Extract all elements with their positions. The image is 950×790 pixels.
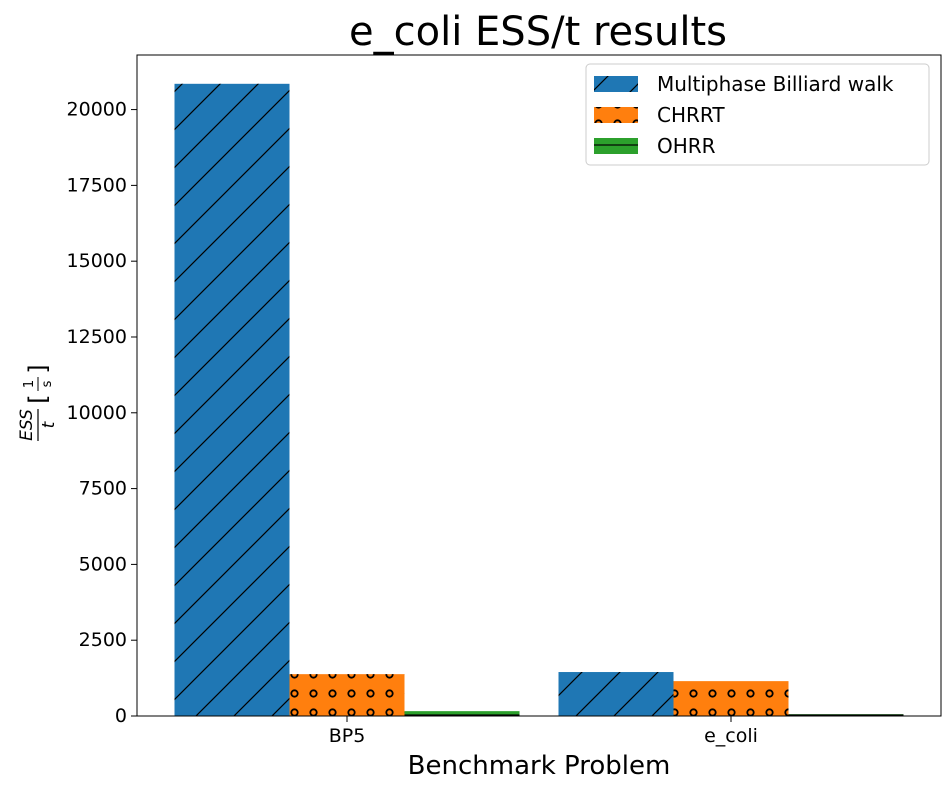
legend-item: Multiphase Billiard walk <box>594 72 894 96</box>
legend-swatch-hatch <box>594 76 638 92</box>
y-axis-label: ESS t [ 1 s ] <box>17 364 59 441</box>
y-tick-label: 20000 <box>67 99 127 121</box>
svg-text:s: s <box>40 380 55 387</box>
bar-ohrr-bp5 <box>404 711 520 716</box>
y-tick-label: 12500 <box>67 326 127 348</box>
bar-hatch <box>404 711 520 716</box>
legend-label: CHRRT <box>657 103 725 127</box>
legend: Multiphase Billiard walk CHRRT OHRR <box>585 63 930 166</box>
svg-text:1: 1 <box>22 380 37 388</box>
bar-hatch <box>174 83 290 716</box>
bar-multiphase-billiard-walk-bp5 <box>174 83 290 716</box>
chart-title: e_coli ESS/t results <box>349 9 727 55</box>
legend-label: Multiphase Billiard walk <box>657 72 894 96</box>
x-axis-label: Benchmark Problem <box>408 751 671 781</box>
bar-chrrt-e-coli <box>673 681 789 716</box>
legend-item: OHRR <box>594 134 716 158</box>
bar-hatch <box>788 714 904 716</box>
y-tick-label: 17500 <box>67 174 127 196</box>
bar-chrrt-bp5 <box>289 674 405 716</box>
svg-text:]: ] <box>24 364 52 373</box>
bar-hatch <box>558 672 674 716</box>
y-tick-label: 2500 <box>79 629 127 651</box>
legend-box <box>585 63 930 166</box>
bars-group <box>174 83 904 716</box>
bar-multiphase-billiard-walk-e-coli <box>558 672 674 716</box>
x-tick-label: BP5 <box>329 725 366 747</box>
legend-swatch-hatch <box>594 107 638 123</box>
x-tick-label: e_coli <box>704 725 758 747</box>
x-axis: BP5 e_coli <box>329 716 758 747</box>
y-tick-label: 5000 <box>79 553 127 575</box>
legend-label: OHRR <box>657 134 716 158</box>
bar-ohrr-e-coli <box>788 714 904 716</box>
svg-text:t: t <box>39 420 59 428</box>
bar-hatch <box>289 674 405 716</box>
plot-frame <box>136 54 942 717</box>
y-axis: 0 2500 5000 7500 10000 12500 15000 17500 20000 <box>67 99 137 727</box>
svg-text:[: [ <box>24 394 52 403</box>
y-tick-label: 0 <box>115 705 127 727</box>
y-tick-label: 7500 <box>79 478 127 500</box>
legend-item: CHRRT <box>594 103 725 127</box>
y-tick-label: 15000 <box>67 250 127 272</box>
bar-hatch <box>673 681 789 716</box>
svg-text:ESS: ESS <box>17 409 37 441</box>
legend-swatch-hatch <box>594 138 638 154</box>
y-tick-label: 10000 <box>67 402 127 424</box>
